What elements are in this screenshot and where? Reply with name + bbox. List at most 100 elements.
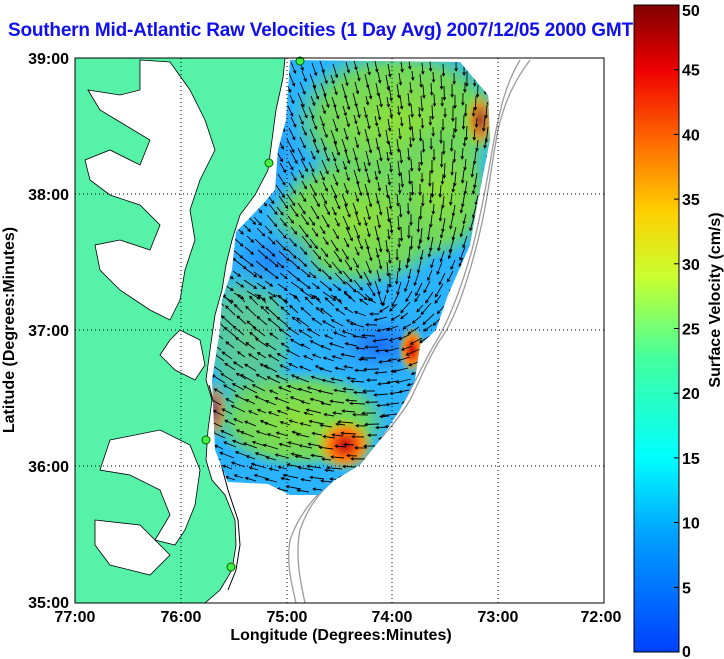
velocity-arrow xyxy=(460,147,465,160)
velocity-arrow xyxy=(460,92,465,106)
velocity-arrow xyxy=(396,356,411,362)
velocity-arrow xyxy=(350,379,365,384)
velocity-arrow xyxy=(342,270,353,283)
y-tick-label: 35:00 xyxy=(28,595,69,612)
velocity-arrow xyxy=(472,128,477,141)
plot-frame xyxy=(74,57,605,604)
velocity-arrow xyxy=(396,138,401,153)
velocity-arrow xyxy=(346,376,357,380)
velocity-arrow xyxy=(242,257,254,267)
velocity-arrow xyxy=(416,260,422,274)
velocity-arrow xyxy=(313,295,322,304)
velocity-arrow xyxy=(355,268,363,280)
velocity-arrow xyxy=(420,117,425,129)
velocity-arrow xyxy=(408,191,413,202)
velocity-arrow xyxy=(428,170,432,187)
velocity-arrow xyxy=(290,61,297,74)
velocity-arrow xyxy=(428,60,433,72)
x-tick-label: 75:00 xyxy=(267,609,308,626)
velocity-arrow xyxy=(381,294,387,307)
velocity-arrow xyxy=(321,104,326,115)
velocity-arrow xyxy=(419,335,431,343)
velocity-arrow xyxy=(436,261,443,275)
velocity-arrow xyxy=(378,258,383,270)
velocity-arrow xyxy=(308,271,317,279)
velocity-arrow xyxy=(320,401,332,406)
velocity-arrow xyxy=(310,375,323,381)
velocity-arrow xyxy=(345,171,350,182)
velocity-arrow xyxy=(430,258,435,269)
y-axis: 39:00 38:00 37:00 36:00 35:00 Latitude (… xyxy=(1,51,69,612)
x-tick-label: 76:00 xyxy=(161,609,202,626)
velocity-arrow xyxy=(439,250,445,263)
velocity-arrow xyxy=(387,358,398,363)
velocity-arrow xyxy=(434,294,442,304)
velocity-arrow xyxy=(267,236,276,245)
velocity-arrow xyxy=(264,477,278,483)
velocity-arrow xyxy=(471,205,477,219)
velocity-arrow xyxy=(277,228,287,239)
velocity-arrow xyxy=(396,193,400,207)
velocity-arrow xyxy=(212,409,225,417)
velocity-arrow xyxy=(377,236,383,253)
velocity-arrow xyxy=(461,114,466,130)
velocity-arrow xyxy=(385,402,400,407)
velocity-arrow xyxy=(333,331,347,338)
velocity-arrow xyxy=(236,315,247,325)
velocity-arrow xyxy=(342,160,347,171)
velocity-arrow xyxy=(356,125,361,136)
velocity-arrow xyxy=(279,420,291,426)
velocity-arrow xyxy=(387,63,392,78)
velocity-arrow xyxy=(310,453,324,458)
velocity-arrow xyxy=(416,216,421,233)
velocity-arrow xyxy=(344,149,351,165)
velocity-arrow xyxy=(430,181,435,198)
velocity-arrow xyxy=(289,259,301,270)
grid-lines xyxy=(75,58,604,603)
velocity-arrow xyxy=(289,94,295,105)
velocity-arrow xyxy=(286,193,296,207)
velocity-arrow xyxy=(233,303,244,314)
velocity-arrow xyxy=(334,272,346,285)
velocity-arrow xyxy=(248,353,259,361)
velocity-arrow xyxy=(333,195,341,210)
velocity-arrow xyxy=(408,136,413,148)
velocity-arrow xyxy=(286,462,301,468)
velocity-arrow xyxy=(231,439,245,446)
velocity-arrow xyxy=(318,367,333,373)
velocity-arrow xyxy=(367,298,377,304)
velocity-arrow xyxy=(365,150,371,167)
velocity-arrow xyxy=(451,182,456,193)
velocity-arrow xyxy=(257,249,269,260)
velocity-arrow xyxy=(299,81,306,95)
velocity-arrow xyxy=(301,235,312,249)
velocity-arrow xyxy=(252,326,266,337)
velocity-arrow xyxy=(430,104,435,120)
velocity-arrow xyxy=(256,227,266,237)
velocity-arrow xyxy=(481,115,486,132)
velocity-arrow xyxy=(304,296,314,306)
velocity-arrow xyxy=(279,364,291,371)
velocity-arrow xyxy=(364,422,380,427)
velocity-arrow xyxy=(300,103,308,119)
velocity-arrow xyxy=(410,103,414,118)
velocity-arrow xyxy=(439,228,444,239)
velocity-arrow xyxy=(421,139,426,153)
velocity-arrow xyxy=(256,315,268,326)
velocity-arrow xyxy=(376,269,382,283)
velocity-arrow xyxy=(470,161,475,178)
velocity-arrow xyxy=(378,203,383,216)
velocity-arrow xyxy=(388,140,393,156)
velocity-arrow xyxy=(416,304,424,313)
y-tick-label: 39:00 xyxy=(28,51,69,68)
velocity-arrow xyxy=(329,399,345,404)
velocity-arrow xyxy=(397,182,402,194)
velocity-arrow xyxy=(400,171,405,188)
velocity-arrow xyxy=(376,159,382,175)
velocity-arrow xyxy=(290,171,297,182)
velocity-arrow xyxy=(299,136,306,149)
velocity-arrow xyxy=(330,319,344,327)
velocity-arrow xyxy=(378,305,390,313)
velocity-arrow xyxy=(264,280,274,287)
